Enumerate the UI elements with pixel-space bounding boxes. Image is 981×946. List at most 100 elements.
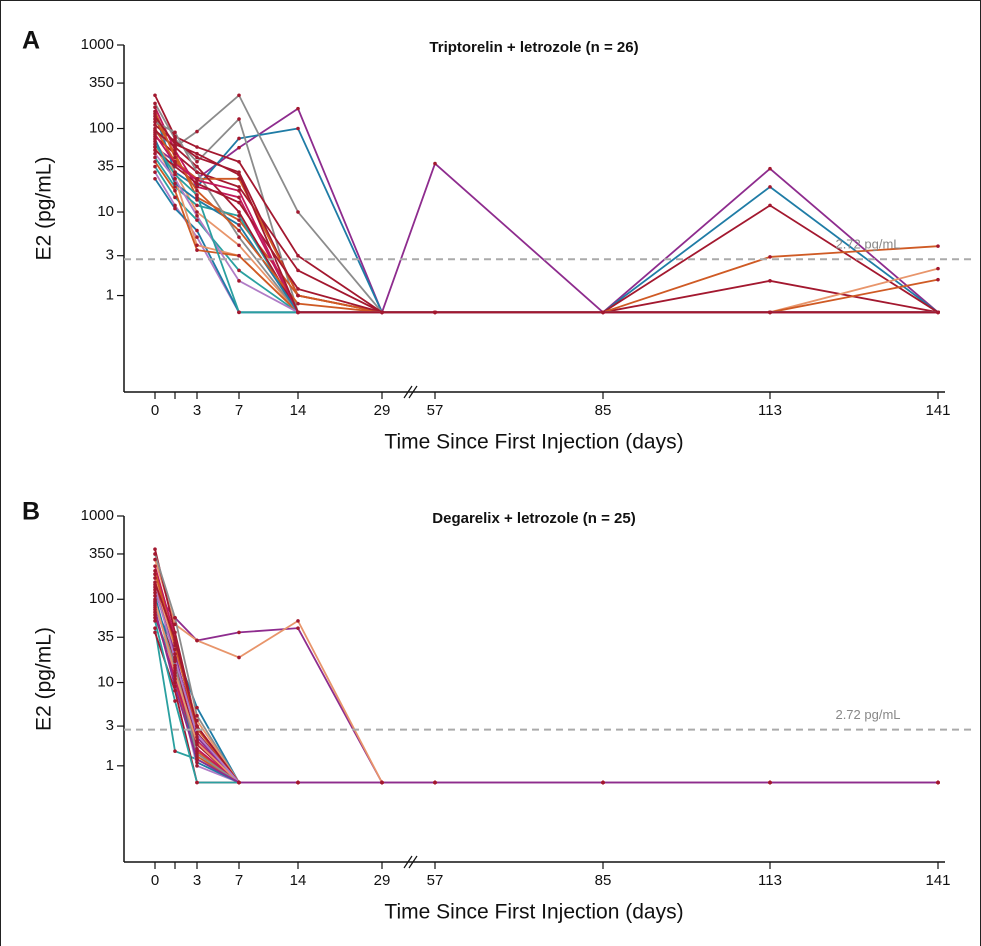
chart-title: Triptorelin + letrozole (n = 26)	[429, 39, 638, 56]
series-line	[154, 553, 938, 784]
data-point	[936, 310, 940, 315]
data-point	[237, 210, 241, 214]
data-point	[173, 195, 177, 200]
series-line	[154, 113, 939, 314]
reference-label: 2.72 pg/mL	[835, 237, 900, 252]
data-point	[195, 754, 199, 759]
data-point	[173, 172, 177, 177]
series-line	[154, 570, 938, 784]
y-tick-label: 1	[106, 287, 114, 304]
data-point	[237, 223, 241, 227]
data-point	[195, 181, 199, 186]
data-point	[173, 170, 177, 174]
data-point	[195, 129, 199, 134]
data-point	[153, 587, 157, 592]
y-tick-label: 3	[106, 247, 114, 264]
data-point	[601, 310, 605, 315]
x-tick-label: 29	[374, 872, 391, 889]
y-axis-title: E2 (pg/mL)	[33, 627, 56, 731]
y-tick-label: 1000	[81, 507, 114, 524]
data-point	[768, 310, 772, 315]
axis-break	[403, 855, 413, 869]
series-line	[154, 595, 938, 784]
data-point	[153, 626, 157, 630]
series-line	[154, 565, 938, 784]
data-point	[195, 218, 199, 222]
series-line	[154, 592, 938, 784]
data-point	[153, 137, 157, 141]
data-point	[195, 747, 199, 751]
series-line	[154, 606, 938, 784]
x-tick-label: 57	[427, 402, 444, 419]
data-point	[237, 188, 241, 193]
data-point	[195, 155, 199, 160]
data-point	[296, 210, 300, 214]
data-point	[195, 760, 199, 765]
data-point	[296, 287, 300, 291]
data-point	[237, 253, 241, 258]
data-point	[153, 145, 157, 149]
x-tick-label: 141	[925, 872, 950, 889]
data-point	[153, 109, 157, 114]
data-point	[153, 155, 157, 160]
data-point	[195, 248, 199, 252]
data-point	[173, 680, 177, 685]
data-point	[195, 764, 199, 768]
data-point	[173, 130, 177, 135]
series-line	[154, 586, 938, 784]
data-point	[173, 155, 177, 160]
series-line	[154, 106, 938, 314]
data-point	[195, 188, 199, 193]
data-point	[153, 585, 157, 589]
data-point	[768, 166, 772, 171]
data-point	[153, 170, 157, 174]
data-point	[195, 724, 199, 728]
data-point	[153, 114, 157, 119]
data-point	[173, 134, 177, 139]
data-point	[768, 255, 772, 259]
data-point	[173, 148, 177, 152]
data-point	[237, 228, 241, 233]
data-point	[153, 159, 157, 164]
data-point	[173, 615, 177, 620]
data-point	[153, 117, 157, 121]
data-point	[936, 266, 940, 271]
series-line	[154, 604, 938, 784]
data-point	[195, 732, 199, 736]
data-point	[195, 210, 199, 214]
data-point	[768, 185, 772, 189]
data-point	[296, 301, 300, 306]
y-tick-label: 100	[89, 590, 114, 607]
data-point	[237, 159, 241, 164]
series-line	[154, 614, 938, 784]
data-point	[237, 185, 241, 189]
data-point	[153, 139, 157, 144]
data-point	[153, 564, 157, 568]
data-point	[153, 615, 157, 620]
data-point	[296, 268, 300, 273]
data-point	[296, 626, 300, 630]
series-line	[154, 609, 938, 784]
data-point	[173, 699, 177, 703]
data-point	[380, 310, 384, 315]
data-point	[173, 142, 177, 146]
x-tick-label: 113	[758, 402, 782, 419]
data-point	[936, 244, 940, 248]
x-tick-label: 57	[427, 872, 444, 889]
data-point	[173, 622, 177, 627]
x-tick-label: 3	[193, 872, 201, 889]
data-point	[153, 610, 157, 614]
data-point	[153, 599, 157, 603]
data-point	[296, 106, 300, 111]
x-tick-label: 7	[235, 402, 243, 419]
data-point	[173, 161, 177, 166]
data-point	[195, 751, 199, 756]
data-point	[153, 590, 157, 595]
data-point	[237, 243, 241, 248]
series-line	[154, 135, 939, 314]
data-point	[173, 176, 177, 181]
data-point	[153, 552, 157, 556]
data-point	[296, 253, 300, 258]
data-point	[195, 145, 199, 149]
y-tick-label: 10	[97, 674, 114, 691]
